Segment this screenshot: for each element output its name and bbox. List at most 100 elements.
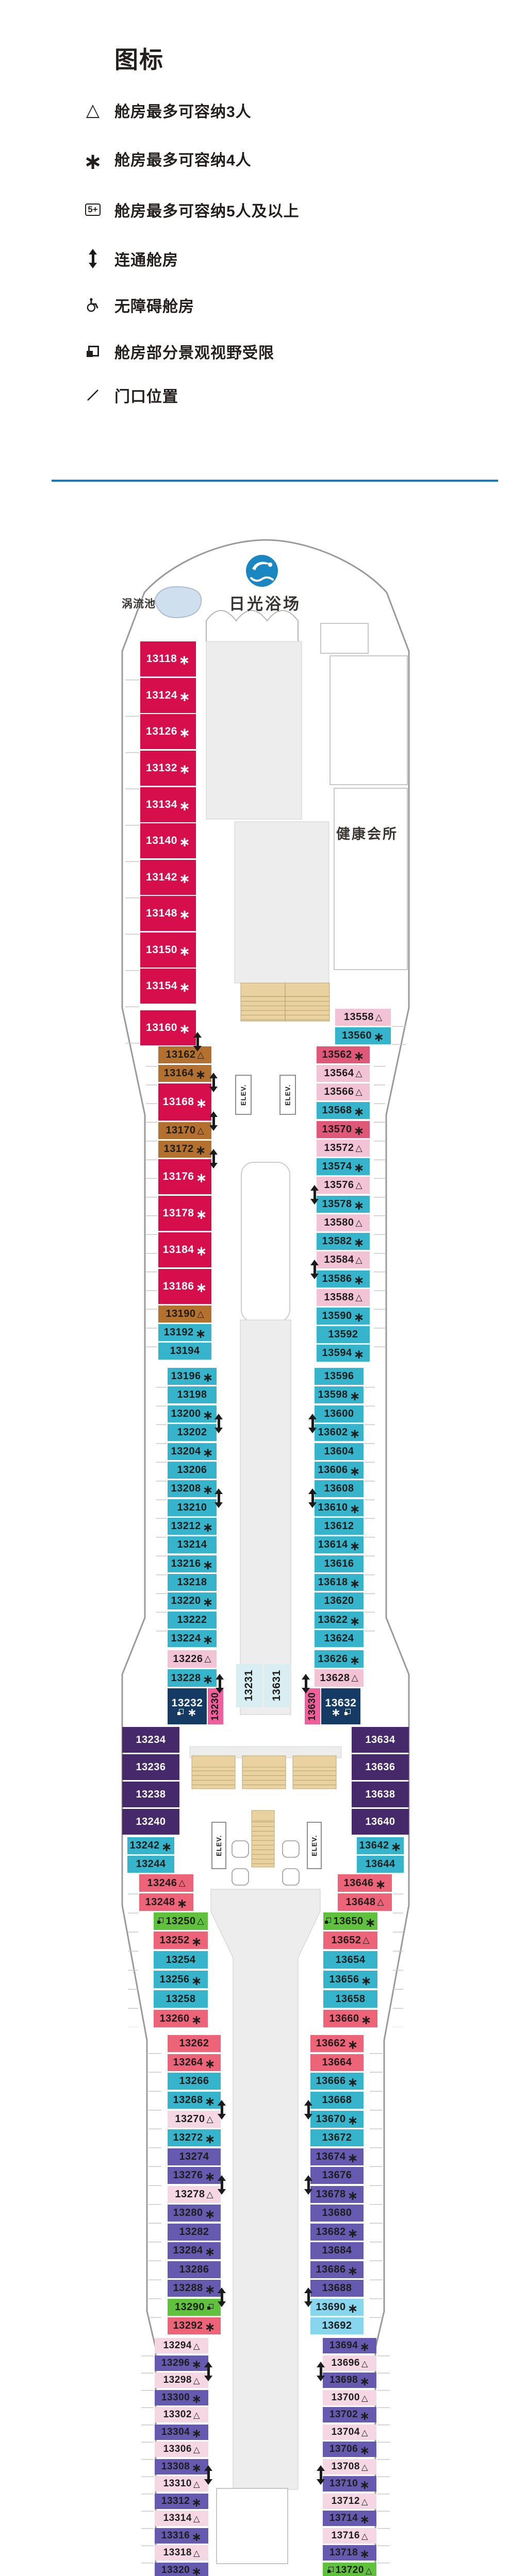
cabin-13212: 13212 ∗ bbox=[168, 1518, 217, 1535]
cabin-13300: 13300 ∗ bbox=[155, 2390, 208, 2405]
cabin-13704: 13704 △ bbox=[323, 2425, 376, 2440]
cabin-13562: 13562 ∗ bbox=[317, 1046, 370, 1063]
cabin-13656: 13656 ∗ bbox=[323, 1971, 377, 1988]
connecting-cabin-arrow bbox=[209, 1073, 218, 1092]
cabin-13244: 13244 bbox=[127, 1856, 174, 1873]
legend-row-accessible: 无障碍舱房 bbox=[76, 293, 194, 317]
cabin-13268: 13268 ∗ bbox=[168, 2092, 221, 2109]
elevator: ELEV. bbox=[211, 1822, 226, 1869]
connecting-cabin-arrow bbox=[218, 2100, 226, 2120]
cabin-13226: 13226 △ bbox=[168, 1650, 217, 1668]
cabin-13566: 13566 △ bbox=[317, 1083, 370, 1100]
cabin-13316: 13316 ∗ bbox=[155, 2528, 208, 2544]
cabin-13576: 13576 △ bbox=[317, 1177, 370, 1194]
connecting-cabin-arrow bbox=[209, 1149, 218, 1168]
cabin-13636: 13636 bbox=[352, 1754, 409, 1780]
cabin-13666: 13666 ∗ bbox=[310, 2073, 364, 2090]
cabin-13596: 13596 bbox=[315, 1368, 364, 1385]
connecting-cabin-arrow bbox=[317, 2362, 325, 2381]
connecting-cabin-arrow bbox=[214, 1414, 223, 1433]
cabin-13668: 13668 bbox=[310, 2092, 364, 2109]
cabin-13118: 13118 ∗ bbox=[140, 641, 196, 676]
cabin-13580: 13580 △ bbox=[317, 1214, 370, 1231]
legend-row-connecting: 连通舱房 bbox=[76, 246, 178, 271]
connecting-cabin-arrow bbox=[193, 1032, 202, 1052]
cabin-13642: 13642 ∗ bbox=[357, 1837, 404, 1854]
cabin-13578: 13578 ∗ bbox=[317, 1196, 370, 1213]
balcony-dividers bbox=[148, 2035, 161, 2334]
cabin-13262: 13262 bbox=[168, 2035, 221, 2052]
cabin-13200: 13200 ∗ bbox=[168, 1405, 217, 1422]
cabin-13210: 13210 bbox=[168, 1499, 217, 1516]
cabin-13654: 13654 bbox=[323, 1951, 377, 1969]
connecting-cabin-arrow bbox=[310, 1185, 319, 1205]
legend-row-capacity3: △ 舱房最多可容纳3人 bbox=[76, 98, 251, 123]
cabin-13126: 13126 ∗ bbox=[140, 714, 196, 749]
wheelchair-icon bbox=[76, 297, 109, 313]
cabin-13246: 13246 △ bbox=[139, 1874, 193, 1892]
cabin-13148: 13148 ∗ bbox=[140, 896, 196, 931]
cabin-13560: 13560 ∗ bbox=[335, 1027, 391, 1044]
cabin-13608: 13608 bbox=[315, 1480, 364, 1497]
cabin-13626: 13626 ∗ bbox=[315, 1650, 364, 1668]
legend-row-restricted-view: 舱房部分景观视野受限 bbox=[76, 339, 274, 364]
cabin-13696: 13696 △ bbox=[323, 2355, 376, 2371]
cabin-13308: 13308 ∗ bbox=[155, 2459, 208, 2475]
cabin-13202: 13202 bbox=[168, 1424, 217, 1441]
cabin-13572: 13572 △ bbox=[317, 1140, 370, 1157]
cabin-13260: 13260 ∗ bbox=[154, 2010, 208, 2027]
connecting-cabin-arrow bbox=[209, 1111, 218, 1131]
cabin-13674: 13674 ∗ bbox=[310, 2148, 364, 2165]
legend-row-capacity5plus: 5+ 舱房最多可容纳5人及以上 bbox=[76, 197, 299, 222]
cabin-13618: 13618 ∗ bbox=[315, 1574, 364, 1591]
cabin-13266: 13266 bbox=[168, 2073, 221, 2090]
cabin-13688: 13688 bbox=[310, 2280, 364, 2297]
cabin-13256: 13256 ∗ bbox=[154, 1971, 208, 1988]
cabin-13264: 13264 ∗ bbox=[168, 2054, 221, 2071]
cabin-13270: 13270 △ bbox=[168, 2111, 221, 2128]
cabin-13660: 13660 ∗ bbox=[323, 2010, 377, 2027]
cabin-13631: 13631 bbox=[264, 1664, 290, 1707]
cabin-13676: 13676 bbox=[310, 2167, 364, 2184]
cabin-13590: 13590 ∗ bbox=[317, 1308, 370, 1325]
cabin-13288: 13288 ∗ bbox=[168, 2280, 221, 2297]
cabin-13250: 13250 △ bbox=[154, 1912, 208, 1930]
cabin-13214: 13214 bbox=[168, 1536, 217, 1553]
cabin-13632: 13632 ∗ bbox=[321, 1688, 360, 1724]
balcony-dividers bbox=[146, 1048, 157, 1360]
cabin-13702: 13702 ∗ bbox=[323, 2407, 376, 2422]
cabin-13718: 13718 ∗ bbox=[323, 2545, 376, 2561]
cabin-13168: 13168 ∗ bbox=[158, 1083, 211, 1121]
cabin-13630: 13630 bbox=[305, 1688, 320, 1724]
cabin-13304: 13304 ∗ bbox=[155, 2425, 208, 2440]
cabin-13278: 13278 △ bbox=[168, 2186, 221, 2203]
connecting-cabin-arrow bbox=[218, 2175, 226, 2195]
cabin-13231: 13231 bbox=[236, 1664, 262, 1707]
whirlpool-label: 涡流池 bbox=[122, 598, 156, 610]
connecting-cabin-arrow bbox=[204, 2362, 212, 2381]
elevator: ELEV. bbox=[307, 1822, 322, 1869]
connecting-arrow-icon bbox=[76, 249, 109, 268]
cabin-13658: 13658 bbox=[323, 1990, 377, 2008]
cabin-13242: 13242 ∗ bbox=[127, 1837, 174, 1854]
balcony-dividers bbox=[128, 1875, 138, 2027]
balcony-dividers bbox=[377, 2339, 390, 2576]
connecting-cabin-arrow bbox=[304, 2175, 312, 2195]
cabin-13142: 13142 ∗ bbox=[140, 860, 196, 895]
cabin-13652: 13652 △ bbox=[323, 1931, 377, 1949]
cabin-13150: 13150 ∗ bbox=[140, 933, 196, 968]
cabin-13648: 13648 △ bbox=[338, 1893, 392, 1911]
cabin-13670: 13670 ∗ bbox=[310, 2111, 364, 2128]
cabin-13640: 13640 bbox=[352, 1809, 409, 1835]
cabin-13124: 13124 ∗ bbox=[140, 678, 196, 713]
cabin-13140: 13140 ∗ bbox=[140, 823, 196, 858]
cabin-13292: 13292 ∗ bbox=[168, 2317, 221, 2334]
cabin-13132: 13132 ∗ bbox=[140, 751, 196, 786]
balcony-dividers bbox=[125, 644, 139, 1045]
balcony-dividers bbox=[392, 1009, 406, 1045]
cabin-13672: 13672 bbox=[310, 2129, 364, 2146]
connecting-cabin-arrow bbox=[214, 1488, 223, 1508]
cabin-13258: 13258 bbox=[154, 1990, 208, 2008]
cabin-13692: 13692 bbox=[310, 2317, 364, 2334]
